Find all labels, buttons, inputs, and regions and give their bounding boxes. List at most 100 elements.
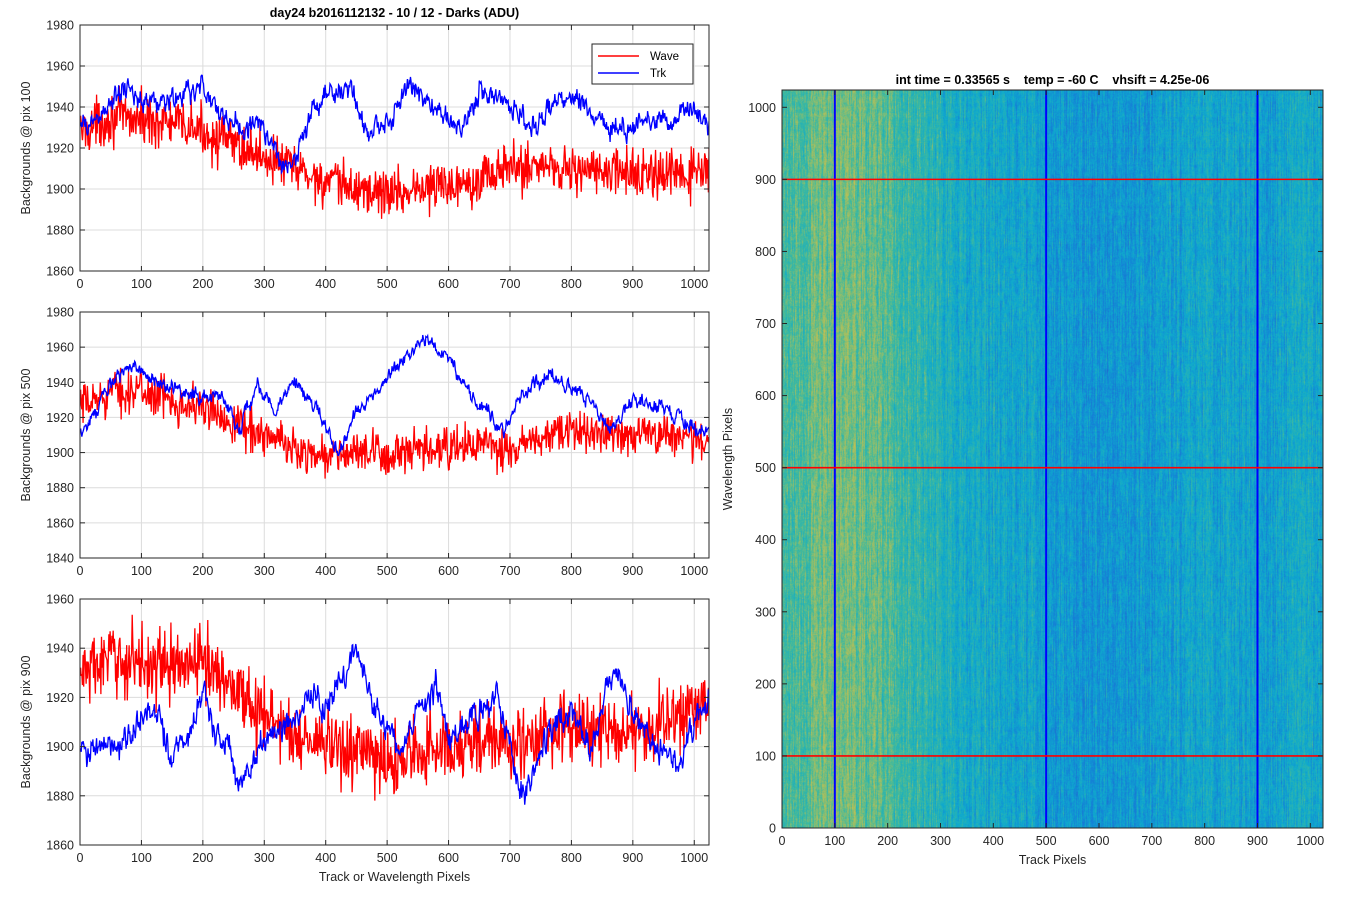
- y-tick-label: 1900: [46, 740, 74, 754]
- x-tick-label: 0: [77, 564, 84, 578]
- x-tick-label: 0: [779, 834, 786, 848]
- axes-frame: [781, 89, 1324, 829]
- y-tick-label: 200: [755, 677, 776, 691]
- series-line-wave: [80, 614, 709, 801]
- y-tick-label: 400: [755, 533, 776, 547]
- x-tick-label: 100: [131, 277, 152, 291]
- y-tick-label: 800: [755, 245, 776, 259]
- x-tick-label: 200: [192, 851, 213, 865]
- x-tick-label: 800: [561, 564, 582, 578]
- legend-label: Wave: [650, 51, 679, 63]
- y-tick-label: 1900: [46, 446, 74, 460]
- line-chart-pix-100: 0 100 200 300 400 500 600 700 800 900 1000 1860 1880…: [19, 19, 710, 291]
- y-axis-label: Backgrounds @ pix 100: [19, 82, 33, 215]
- series-line-trk: [80, 74, 709, 175]
- x-tick-label: 700: [500, 564, 521, 578]
- x-axis-label: Track Pixels: [1019, 853, 1087, 867]
- y-tick-label: 1980: [46, 306, 74, 320]
- x-tick-label: 400: [983, 834, 1004, 848]
- y-axis-label: Backgrounds @ pix 900: [19, 656, 33, 789]
- x-tick-label: 400: [315, 851, 336, 865]
- series-line-trk: [80, 643, 709, 805]
- x-tick-label: 600: [438, 851, 459, 865]
- y-tick-label: 1860: [46, 839, 74, 853]
- x-tick-label: 100: [824, 834, 845, 848]
- y-tick-label: 1960: [46, 60, 74, 74]
- y-tick-label: 1880: [46, 224, 74, 238]
- line-chart-pix-500: 0 100 200 300 400 500 600 700 800 900 1000 1840 1860…: [19, 306, 710, 578]
- x-tick-label: 500: [1036, 834, 1057, 848]
- x-tick-label: 500: [377, 277, 398, 291]
- y-tick-label: 1920: [46, 411, 74, 425]
- y-axis-label: Backgrounds @ pix 500: [19, 369, 33, 502]
- x-tick-label: 600: [438, 277, 459, 291]
- y-tick-label: 900: [755, 173, 776, 187]
- series-line-wave: [80, 367, 709, 479]
- x-axis-label: Track or Wavelength Pixels: [319, 870, 470, 884]
- x-tick-label: 1000: [1296, 834, 1324, 848]
- x-tick-label: 900: [622, 277, 643, 291]
- y-tick-label: 600: [755, 389, 776, 403]
- x-tick-label: 900: [1247, 834, 1268, 848]
- y-tick-label: 1920: [46, 142, 74, 156]
- x-tick-label: 1000: [680, 851, 708, 865]
- figure-title: day24 b2016112132 - 10 / 12 - Darks (ADU…: [270, 6, 519, 20]
- axes-frame: [79, 24, 710, 272]
- x-tick-label: 0: [77, 851, 84, 865]
- x-tick-label: 900: [622, 564, 643, 578]
- x-tick-label: 200: [877, 834, 898, 848]
- x-tick-label: 300: [254, 564, 275, 578]
- series-line-trk: [80, 333, 709, 457]
- y-tick-label: 1960: [46, 593, 74, 607]
- x-tick-label: 900: [622, 851, 643, 865]
- y-tick-label: 1840: [46, 552, 74, 566]
- y-tick-label: 1860: [46, 516, 74, 530]
- x-tick-label: 800: [561, 277, 582, 291]
- y-tick-label: 700: [755, 317, 776, 331]
- heatmap-image: [782, 90, 1323, 828]
- y-tick-label: 1920: [46, 691, 74, 705]
- x-tick-label: 1000: [680, 277, 708, 291]
- line-chart-pix-900: 0 100 200 300 400 500 600 700 800 900 1000 1860 1880…: [19, 593, 710, 884]
- legend: Wave Trk: [591, 43, 694, 85]
- axes-frame: [79, 598, 710, 846]
- y-axis-label: Wavelength Pixels: [721, 408, 735, 510]
- y-tick-label: 0: [769, 822, 776, 836]
- x-tick-label: 600: [438, 564, 459, 578]
- y-tick-label: 1860: [46, 265, 74, 279]
- x-tick-label: 800: [1194, 834, 1215, 848]
- heatmap-chart: 0 100 200 300 400 500 600 700 800 900 1000 0 100 200 3…: [721, 73, 1324, 867]
- y-tick-label: 100: [755, 749, 776, 763]
- y-tick-label: 1940: [46, 642, 74, 656]
- x-tick-label: 0: [77, 277, 84, 291]
- legend-label: Trk: [650, 68, 666, 80]
- axes-frame: [79, 311, 710, 559]
- x-tick-label: 400: [315, 277, 336, 291]
- y-tick-label: 1960: [46, 341, 74, 355]
- x-tick-label: 800: [561, 851, 582, 865]
- x-tick-label: 1000: [680, 564, 708, 578]
- x-tick-label: 400: [315, 564, 336, 578]
- y-tick-label: 1940: [46, 101, 74, 115]
- x-tick-label: 300: [254, 851, 275, 865]
- x-tick-label: 100: [131, 851, 152, 865]
- x-tick-label: 300: [930, 834, 951, 848]
- series-line-wave: [80, 85, 709, 219]
- y-tick-label: 1900: [46, 183, 74, 197]
- heatmap-title: int time = 0.33565 s temp = -60 C vhsift…: [896, 73, 1210, 87]
- x-tick-label: 100: [131, 564, 152, 578]
- x-tick-label: 500: [377, 851, 398, 865]
- x-tick-label: 700: [500, 851, 521, 865]
- x-tick-label: 600: [1089, 834, 1110, 848]
- x-tick-label: 200: [192, 277, 213, 291]
- x-tick-label: 700: [500, 277, 521, 291]
- y-tick-label: 1880: [46, 481, 74, 495]
- y-tick-label: 500: [755, 461, 776, 475]
- x-tick-label: 200: [192, 564, 213, 578]
- x-tick-label: 300: [254, 277, 275, 291]
- y-tick-label: 300: [755, 605, 776, 619]
- y-tick-label: 1940: [46, 376, 74, 390]
- x-tick-label: 500: [377, 564, 398, 578]
- y-tick-label: 1880: [46, 789, 74, 803]
